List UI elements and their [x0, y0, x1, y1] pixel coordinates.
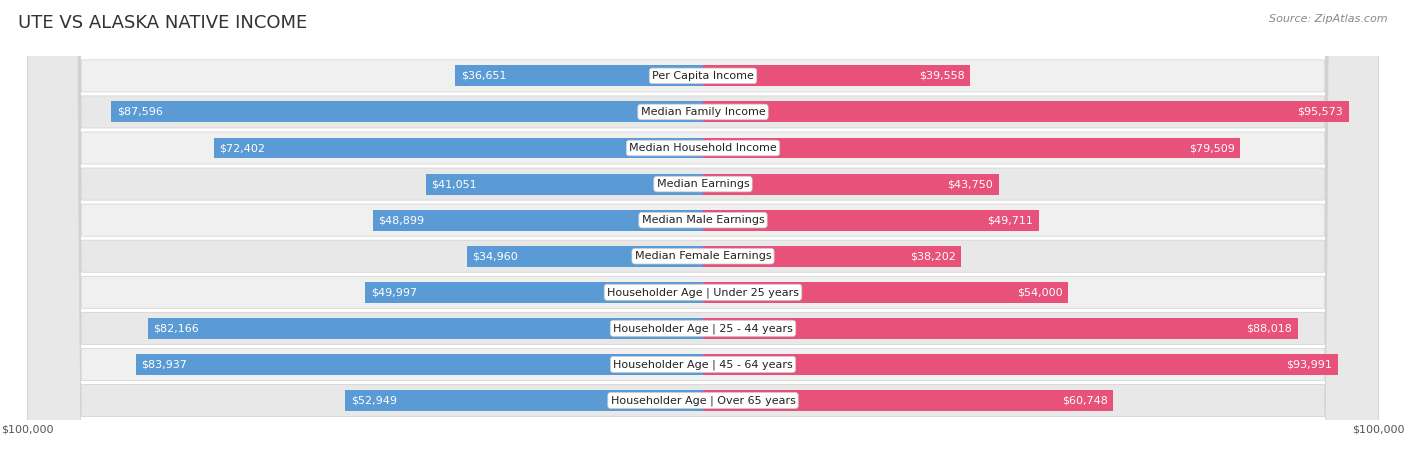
Bar: [703, 318, 1298, 339]
Text: UTE VS ALASKA NATIVE INCOME: UTE VS ALASKA NATIVE INCOME: [18, 14, 308, 32]
Bar: [346, 390, 703, 411]
Text: $93,991: $93,991: [1286, 360, 1333, 369]
Bar: [703, 354, 1339, 375]
Text: Per Capita Income: Per Capita Income: [652, 71, 754, 81]
Text: $34,960: $34,960: [472, 251, 517, 261]
Text: $82,166: $82,166: [153, 323, 200, 333]
Bar: [373, 210, 703, 231]
Text: $72,402: $72,402: [219, 143, 266, 153]
Text: Median Household Income: Median Household Income: [628, 143, 778, 153]
Text: Median Family Income: Median Family Income: [641, 107, 765, 117]
Text: $39,558: $39,558: [920, 71, 965, 81]
Bar: [456, 65, 703, 86]
FancyBboxPatch shape: [28, 0, 1378, 467]
FancyBboxPatch shape: [28, 0, 1378, 467]
Text: $54,000: $54,000: [1017, 287, 1063, 297]
Text: $83,937: $83,937: [142, 360, 187, 369]
FancyBboxPatch shape: [28, 0, 1378, 467]
Text: $52,949: $52,949: [350, 396, 396, 405]
Text: Householder Age | Over 65 years: Householder Age | Over 65 years: [610, 395, 796, 406]
Text: Source: ZipAtlas.com: Source: ZipAtlas.com: [1270, 14, 1388, 24]
FancyBboxPatch shape: [28, 0, 1378, 467]
Text: $36,651: $36,651: [461, 71, 506, 81]
Bar: [703, 282, 1067, 303]
Text: $49,711: $49,711: [987, 215, 1033, 225]
Text: $87,596: $87,596: [117, 107, 163, 117]
Bar: [214, 138, 703, 158]
Bar: [703, 65, 970, 86]
Bar: [703, 101, 1348, 122]
Text: $38,202: $38,202: [910, 251, 956, 261]
FancyBboxPatch shape: [28, 0, 1378, 467]
Bar: [111, 101, 703, 122]
Text: $88,018: $88,018: [1246, 323, 1292, 333]
Bar: [703, 174, 998, 195]
Text: Median Male Earnings: Median Male Earnings: [641, 215, 765, 225]
FancyBboxPatch shape: [28, 0, 1378, 467]
Text: $49,997: $49,997: [371, 287, 416, 297]
Text: $43,750: $43,750: [948, 179, 993, 189]
Text: Median Female Earnings: Median Female Earnings: [634, 251, 772, 261]
Bar: [148, 318, 703, 339]
Bar: [703, 390, 1114, 411]
Bar: [703, 210, 1039, 231]
Text: $41,051: $41,051: [432, 179, 477, 189]
Text: Householder Age | Under 25 years: Householder Age | Under 25 years: [607, 287, 799, 297]
Text: Householder Age | 45 - 64 years: Householder Age | 45 - 64 years: [613, 359, 793, 370]
Text: $48,899: $48,899: [378, 215, 425, 225]
Text: $95,573: $95,573: [1298, 107, 1343, 117]
Bar: [366, 282, 703, 303]
Bar: [703, 138, 1240, 158]
FancyBboxPatch shape: [28, 0, 1378, 467]
Text: $79,509: $79,509: [1188, 143, 1234, 153]
Text: Householder Age | 25 - 44 years: Householder Age | 25 - 44 years: [613, 323, 793, 333]
Bar: [467, 246, 703, 267]
FancyBboxPatch shape: [28, 0, 1378, 467]
Text: $60,748: $60,748: [1062, 396, 1108, 405]
FancyBboxPatch shape: [28, 0, 1378, 467]
Text: Median Earnings: Median Earnings: [657, 179, 749, 189]
Bar: [703, 246, 962, 267]
Bar: [426, 174, 703, 195]
Bar: [136, 354, 703, 375]
FancyBboxPatch shape: [28, 0, 1378, 467]
